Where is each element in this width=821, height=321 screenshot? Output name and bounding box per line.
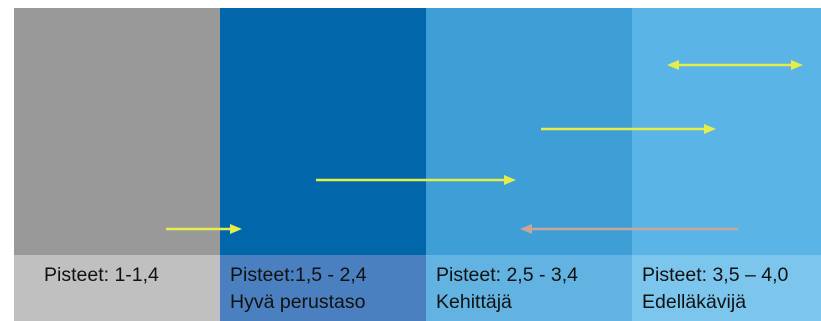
- level-column-2: Pisteet:1,5 - 2,4 Hyvä perustaso: [220, 8, 426, 321]
- level-1-range: Pisteet: 1-1,4: [44, 264, 159, 286]
- level-2-name: Hyvä perustaso: [230, 291, 366, 313]
- level-2-range: Pisteet:1,5 - 2,4: [230, 264, 367, 286]
- maturity-scale: Pisteet: 1-1,4 Pisteet:1,5 - 2,4 Hyvä pe…: [14, 8, 821, 321]
- level-3-label-area: Pisteet: 2,5 - 3,4 Kehittäjä: [426, 255, 632, 321]
- level-1-band: [14, 8, 220, 255]
- level-2-label-area: Pisteet:1,5 - 2,4 Hyvä perustaso: [220, 255, 426, 321]
- level-1-label-area: Pisteet: 1-1,4: [14, 255, 220, 321]
- level-3-name: Kehittäjä: [436, 291, 512, 313]
- level-3-range: Pisteet: 2,5 - 3,4: [436, 264, 578, 286]
- level-column-3: Pisteet: 2,5 - 3,4 Kehittäjä: [426, 8, 632, 321]
- level-4-range: Pisteet: 3,5 – 4,0: [642, 264, 789, 286]
- level-4-band: [632, 8, 821, 255]
- level-column-4: Pisteet: 3,5 – 4,0 Edelläkävijä: [632, 8, 821, 321]
- level-4-label-area: Pisteet: 3,5 – 4,0 Edelläkävijä: [632, 255, 821, 321]
- level-4-name: Edelläkävijä: [642, 291, 747, 313]
- level-column-1: Pisteet: 1-1,4: [14, 8, 220, 321]
- level-3-band: [426, 8, 632, 255]
- level-2-band: [220, 8, 426, 255]
